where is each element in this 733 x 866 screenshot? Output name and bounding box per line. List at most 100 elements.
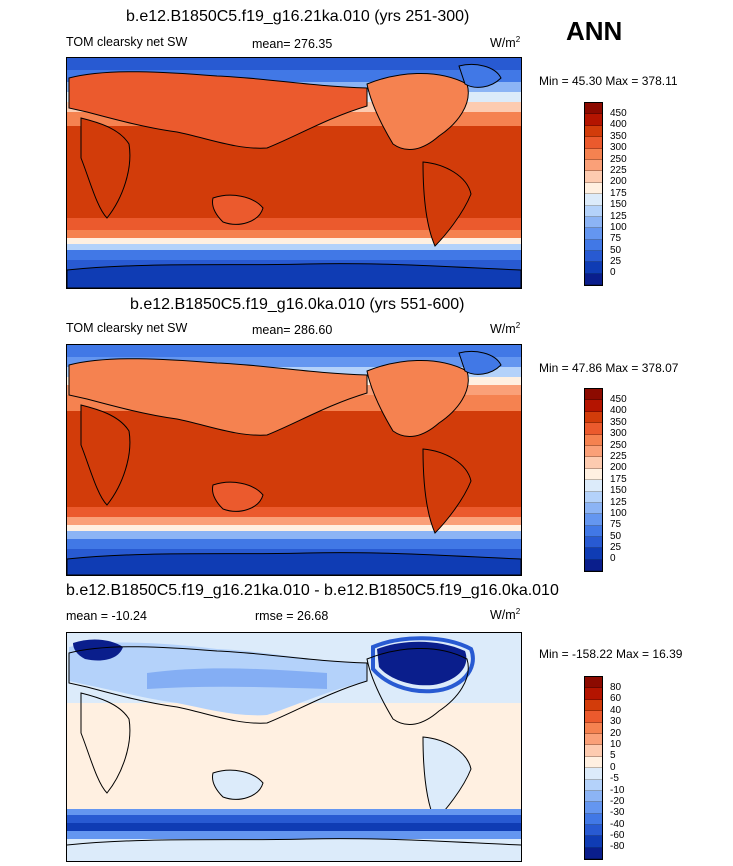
cbar-swatch <box>585 768 602 780</box>
cbar-swatch <box>585 802 602 814</box>
cbar-swatch <box>585 182 602 195</box>
cbar-swatch <box>585 262 602 274</box>
land-eurasia <box>68 358 368 436</box>
panel2-title: b.e12.B1850C5.f19_g16.0ka.010 (yrs 551-6… <box>130 296 465 313</box>
panel1-units-base: W/m <box>490 36 516 51</box>
panel2-units: W/m2 <box>490 321 520 336</box>
cbar-label: 25 <box>610 256 622 268</box>
cbar-swatch <box>585 423 602 435</box>
cbar-label: 225 <box>610 164 627 176</box>
cbar-label: 400 <box>610 119 627 131</box>
land-australia <box>212 194 264 225</box>
cbar-label: -80 <box>610 841 625 853</box>
panel2-level-labels: 450 400 350 300 250 225 200 175 150 125 … <box>610 394 627 566</box>
cbar-swatch <box>585 480 602 492</box>
panel1-variable: TOM clearsky net SW <box>66 35 188 49</box>
panel3-minmax: Min = -158.22 Max = 16.39 <box>539 647 683 661</box>
band <box>67 823 521 831</box>
cbar-label: 450 <box>610 108 627 119</box>
cbar-swatch <box>585 103 602 115</box>
cbar-swatch <box>585 836 602 848</box>
cbar-label: 60 <box>610 693 622 705</box>
cbar-swatch <box>585 733 602 746</box>
cbar-swatch <box>585 779 602 791</box>
cbar-label: 100 <box>610 507 627 519</box>
band <box>67 809 521 815</box>
cbar-swatch <box>585 411 602 424</box>
panel1-units: W/m2 <box>490 35 520 50</box>
cbar-swatch <box>585 194 602 206</box>
cbar-swatch <box>585 468 602 481</box>
cbar-label: 0 <box>610 761 616 773</box>
cbar-label: 150 <box>610 485 627 497</box>
land-antarctica <box>67 838 521 846</box>
cbar-label: 300 <box>610 428 627 440</box>
panel2-units-base: W/m <box>490 322 516 337</box>
cbar-swatch <box>585 457 602 469</box>
cbar-swatch <box>585 711 602 723</box>
land-north-america <box>366 647 469 726</box>
cbar-swatch <box>585 445 602 458</box>
panel3-units: W/m2 <box>490 607 520 622</box>
band <box>67 345 521 357</box>
band <box>67 831 521 839</box>
cbar-label: 225 <box>610 450 627 462</box>
band <box>67 250 521 260</box>
cbar-swatch <box>585 790 602 803</box>
cbar-label: 25 <box>610 542 622 554</box>
band <box>67 244 521 250</box>
land-africa <box>80 692 131 794</box>
land-eurasia <box>68 71 368 149</box>
panel3-map <box>66 632 522 862</box>
panel2-units-sup: 2 <box>515 321 521 330</box>
cbar-label: 350 <box>610 130 627 142</box>
cbar-swatch <box>585 548 602 560</box>
land-eurasia <box>68 646 368 724</box>
cbar-label: -10 <box>610 784 625 796</box>
cbar-swatch <box>585 688 602 700</box>
panel3-title: b.e12.B1850C5.f19_g16.21ka.010 - b.e12.B… <box>66 582 559 599</box>
panel2-colorbar <box>584 388 603 572</box>
cbar-label: 40 <box>610 704 622 716</box>
cbar-label: 175 <box>610 473 627 485</box>
cbar-label: 30 <box>610 716 622 728</box>
season-label: ANN <box>566 16 623 46</box>
cbar-swatch <box>585 514 602 526</box>
land-africa <box>80 404 131 506</box>
cbar-label: 300 <box>610 142 627 154</box>
panel3-units-sup: 2 <box>515 607 521 616</box>
cbar-swatch <box>585 745 602 757</box>
cbar-label: -5 <box>610 773 619 785</box>
land-antarctica <box>67 263 521 288</box>
panel3-level-labels: 80 60 40 30 20 10 5 0 -5 -10 -20 -30 -40… <box>610 682 625 854</box>
cbar-label: 50 <box>610 530 622 542</box>
cbar-swatch <box>585 114 602 126</box>
cbar-label: 250 <box>610 439 627 451</box>
cbar-swatch <box>585 216 602 229</box>
cbar-swatch <box>585 699 602 712</box>
land-australia <box>212 481 264 512</box>
cbar-label: 10 <box>610 738 622 750</box>
land-north-america <box>366 359 469 438</box>
cbar-label: 400 <box>610 405 627 417</box>
cbar-swatch <box>585 228 602 240</box>
panel1-colorbar <box>584 102 603 286</box>
region-scandinavia-ice <box>73 639 123 661</box>
band <box>67 517 521 525</box>
band <box>67 58 521 70</box>
cbar-label: -30 <box>610 807 625 819</box>
land-south-america <box>422 448 472 534</box>
panel1-title: b.e12.B1850C5.f19_g16.21ka.010 (yrs 251-… <box>126 8 470 25</box>
panel2-minmax: Min = 47.86 Max = 378.07 <box>539 361 679 375</box>
cbar-label: 0 <box>610 553 616 565</box>
band <box>67 230 521 238</box>
region-pacific-blue <box>147 668 327 689</box>
panel3-mean: mean = -10.24 <box>66 609 147 623</box>
cbar-swatch <box>585 148 602 160</box>
cbar-swatch <box>585 502 602 515</box>
land-africa <box>80 117 131 219</box>
cbar-label: 175 <box>610 187 627 199</box>
panel3-rmse: rmse = 26.68 <box>255 609 329 623</box>
cbar-label: 75 <box>610 519 622 531</box>
band <box>67 539 521 549</box>
